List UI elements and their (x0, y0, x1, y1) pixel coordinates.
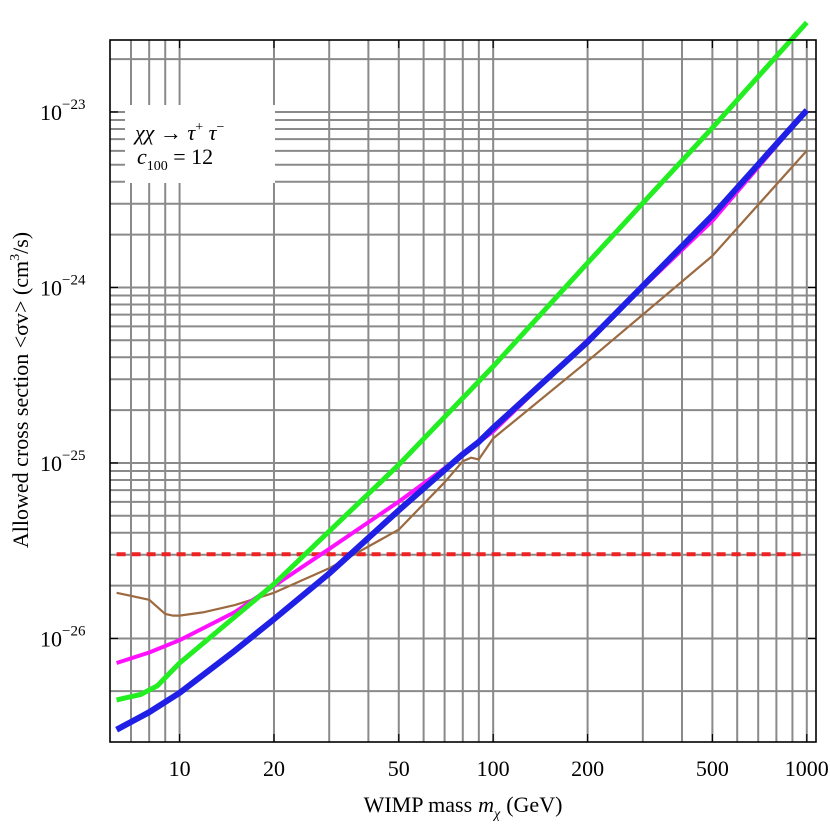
y-tick-label: 10−25 (40, 448, 85, 476)
x-tick-label: 500 (696, 756, 729, 781)
x-tick-label: 100 (477, 756, 510, 781)
x-tick-label: 20 (263, 756, 285, 781)
plot-frame (109, 39, 817, 743)
annotation-line1: χχ → τ+ τ− (133, 120, 225, 145)
x-tick-label: 200 (571, 756, 604, 781)
x-tick-labels: 10 20 50 100 200 500 1000 (169, 756, 829, 781)
series-group (115, 20, 810, 733)
y-tick-label: 10−23 (40, 97, 85, 125)
annotation-line2: c100 = 12 (137, 144, 213, 174)
y-tick-label: 10−24 (40, 272, 86, 300)
y-axis-label: Allowed cross section <σv> (cm3/s) (8, 232, 33, 548)
x-axis-label: WIMP mass mχ (GeV) (364, 792, 563, 822)
y-tick-label: 10−26 (40, 623, 86, 651)
series-line-green (116, 20, 809, 703)
grid (110, 40, 816, 742)
x-tick-label: 1000 (785, 756, 829, 781)
x-tick-label: 10 (169, 756, 191, 781)
ticks (110, 40, 816, 742)
x-tick-label: 50 (388, 756, 410, 781)
y-tick-labels: 10−26 10−25 10−24 10−23 (40, 97, 86, 652)
annotation-box (125, 105, 275, 183)
series-line-magenta (115, 108, 809, 665)
series-line-brown (116, 149, 808, 617)
series-line-blue (115, 108, 810, 733)
